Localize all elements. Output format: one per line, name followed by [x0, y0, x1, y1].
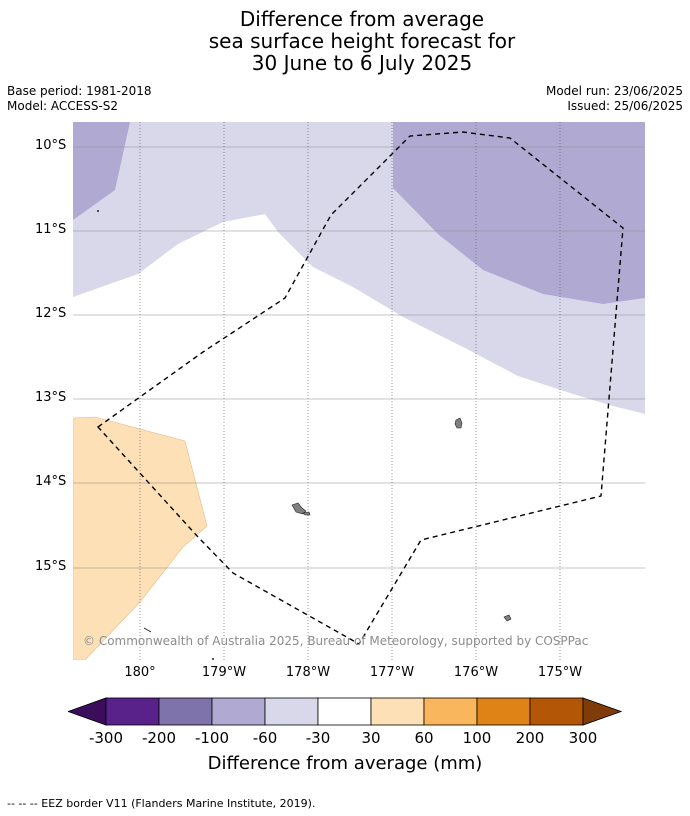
island-east — [454, 417, 463, 429]
colorbar-bin-9 — [529, 697, 584, 726]
model-run: Model run: 23/06/2025 — [545, 84, 683, 98]
island-large — [291, 502, 307, 515]
map-title: Difference from average sea surface heig… — [0, 8, 690, 74]
lat-label-15s: 15°S — [35, 559, 67, 574]
lon-label-177w: 177°W — [369, 665, 415, 680]
eez-footnote: -- -- -- EEZ border V11 (Flanders Marine… — [7, 797, 316, 810]
anomaly-region-pos30 — [73, 416, 208, 660]
reef-dot-north — [97, 210, 99, 212]
map-panel: © Commonwealth of Australia 2025, Bureau… — [73, 122, 645, 660]
anomaly-region-neg60-left — [73, 122, 130, 220]
meta-right: Model run: 23/06/2025 Issued: 25/06/2025 — [546, 84, 683, 114]
colorbar-label-neg300: -300 — [88, 729, 124, 747]
colorbar-bin-2 — [158, 697, 213, 726]
title-line-2: sea surface height forecast for — [208, 29, 516, 53]
meta-left: Base period: 1981-2018 Model: ACCESS-S2 — [7, 84, 152, 114]
colorbar-label-100: 100 — [462, 729, 492, 747]
reef-dot-south — [212, 658, 214, 660]
lon-label-180: 180° — [124, 665, 156, 680]
reef-west — [143, 627, 152, 633]
lat-label-11s: 11°S — [35, 222, 67, 237]
lat-label-13s: 13°S — [35, 390, 67, 405]
lon-label-179w: 179°W — [201, 665, 247, 680]
island-small-a — [302, 511, 311, 516]
lon-label-175w: 175°W — [537, 665, 583, 680]
colorbar-label-200: 200 — [515, 729, 545, 747]
colorbar-label-neg200: -200 — [141, 729, 177, 747]
lat-label-10s: 10°S — [35, 138, 67, 153]
colorbar-label-30: 30 — [361, 729, 381, 747]
copyright-text: © Commonwealth of Australia 2025, Bureau… — [83, 634, 588, 648]
lat-label-14s: 14°S — [35, 474, 67, 489]
colorbar-bin-6 — [370, 697, 425, 726]
colorbar-bin-4 — [264, 697, 319, 726]
base-period: Base period: 1981-2018 — [7, 84, 152, 98]
colorbar-label-neg100: -100 — [194, 729, 230, 747]
graticule — [73, 122, 645, 660]
colorbar-bin-8 — [476, 697, 531, 726]
colorbar-label-300: 300 — [568, 729, 598, 747]
model-name: Model: ACCESS-S2 — [7, 99, 119, 113]
colorbar-label-neg60: -60 — [252, 729, 278, 747]
colorbar-title: Difference from average (mm) — [207, 753, 483, 774]
colorbar-bin-1 — [105, 697, 160, 726]
title-line-3: 30 June to 6 July 2025 — [251, 51, 473, 75]
colorbar-bin-7 — [423, 697, 478, 726]
island-south-east — [503, 614, 512, 622]
colorbar-label-neg30: -30 — [305, 729, 331, 747]
colorbar-bin-5 — [317, 697, 372, 726]
issued-date: Issued: 25/06/2025 — [567, 99, 683, 113]
title-line-1: Difference from average — [239, 7, 485, 31]
eez-border — [96, 131, 624, 645]
colorbar-label-60: 60 — [414, 729, 434, 747]
colorbar-bin-3 — [211, 697, 266, 726]
map-canvas: © Commonwealth of Australia 2025, Bureau… — [73, 122, 645, 660]
colorbar-extend-low — [68, 697, 107, 726]
colorbar — [68, 697, 622, 726]
lat-label-12s: 12°S — [35, 306, 67, 321]
lon-label-178w: 178°W — [285, 665, 331, 680]
colorbar-extend-high — [582, 697, 622, 726]
lon-label-176w: 176°W — [453, 665, 499, 680]
anomaly-region-neg60-right — [393, 122, 645, 304]
